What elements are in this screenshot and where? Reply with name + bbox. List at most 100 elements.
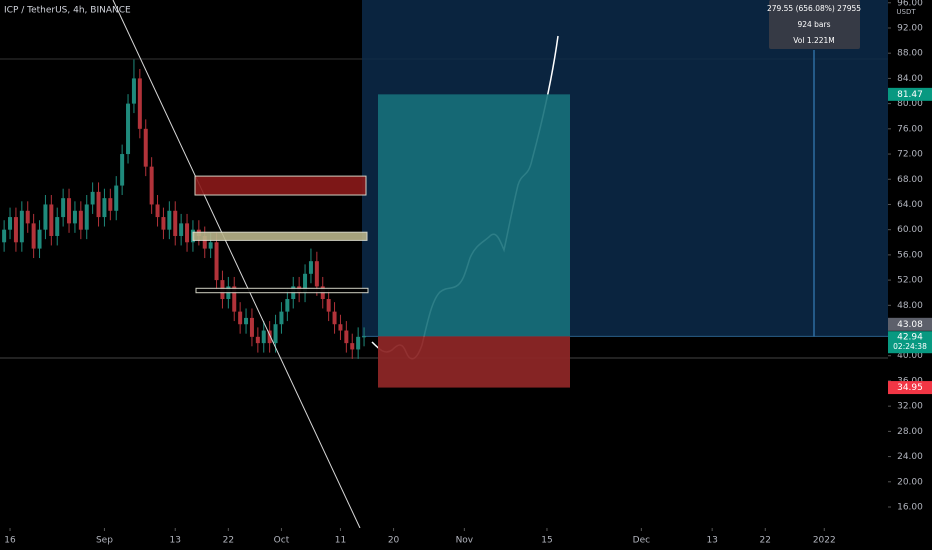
price-label: 34.95 (897, 383, 923, 393)
y-tick-label: 24.00 (897, 452, 923, 462)
x-tick-label: 11 (335, 536, 346, 546)
x-tick-label: 13 (706, 536, 717, 546)
y-tick-label: 60.00 (897, 225, 923, 235)
candle-body (19, 210, 24, 243)
price-label: 43.08 (897, 320, 923, 330)
candle-body (285, 299, 290, 312)
x-tick-label: 20 (388, 536, 400, 546)
candle-body (232, 286, 237, 312)
y-tick-label: 32.00 (897, 402, 923, 412)
x-tick-label: Sep (96, 536, 113, 546)
candle-body (185, 223, 190, 243)
candle-body (72, 210, 77, 224)
candle-body (356, 336, 361, 350)
price-label-bg (888, 381, 932, 395)
info-text: Vol 1.221M (793, 36, 835, 45)
y-tick-label: 64.00 (897, 200, 923, 210)
x-tick-label: Nov (456, 536, 474, 546)
candles (2, 59, 367, 359)
x-tick-label: 22 (760, 536, 771, 546)
zone (194, 175, 367, 196)
candle-body (332, 311, 337, 325)
candle-body (8, 217, 13, 230)
candle-body (78, 210, 83, 230)
candle-body (167, 210, 172, 230)
candle-body (61, 198, 66, 218)
candle-body (267, 330, 272, 344)
y-tick-label: 92.00 (897, 23, 923, 33)
candle-body (84, 204, 89, 230)
candle-body (13, 217, 18, 243)
candle-body (114, 185, 119, 211)
candle-body (149, 166, 154, 205)
candle-body (326, 299, 331, 312)
y-tick-label: 56.00 (897, 250, 923, 260)
candle-body (244, 317, 249, 325)
candle-body (155, 204, 160, 218)
price-label-bg (888, 317, 932, 331)
last-price: 42.94 (897, 333, 923, 343)
candle-body (161, 217, 166, 230)
x-tick-label: Oct (274, 536, 290, 546)
y-tick-label: 68.00 (897, 175, 923, 185)
candle-body (108, 198, 113, 211)
x-tick-label: 13 (170, 536, 181, 546)
candle-body (67, 198, 72, 224)
candle-body (120, 154, 125, 186)
candle-body (90, 191, 95, 205)
y-tick-label: 16.00 (897, 503, 923, 513)
stop-box (378, 336, 570, 388)
candle-body (314, 261, 319, 287)
candle-body (137, 78, 142, 129)
candle-body (2, 229, 7, 243)
candle-body (131, 78, 136, 104)
candle-body (303, 273, 308, 293)
y-tick-label: 72.00 (897, 150, 923, 160)
symbol-title: ICP / TetherUS, 4h, BINANCE (4, 6, 131, 16)
zone (192, 231, 368, 241)
y-tick-label: 88.00 (897, 49, 923, 59)
candle-body (255, 336, 260, 344)
candle-body (31, 223, 36, 249)
info-text: 924 bars (797, 20, 830, 29)
candle-body (25, 210, 30, 224)
x-tick-label: 16 (4, 536, 16, 546)
time-axis (0, 528, 932, 550)
candle-body (126, 103, 131, 155)
candle-body (249, 317, 254, 337)
candle-body (238, 311, 243, 325)
x-tick-label: Dec (633, 536, 650, 546)
y-tick-label: 76.00 (897, 124, 923, 134)
price-label-bg (888, 87, 932, 101)
candle-body (55, 217, 60, 236)
candle-body (43, 204, 48, 230)
target-box (378, 94, 570, 337)
y-tick-label: 96.00 (897, 0, 923, 8)
info-text: 279.55 (656.08%) 27955 (767, 4, 861, 13)
candle-body (49, 204, 54, 236)
y-tick-label: 28.00 (897, 427, 923, 437)
unit-label: USDT (896, 8, 916, 16)
y-tick-label: 20.00 (897, 477, 923, 487)
candle-body (214, 242, 219, 281)
candle-body (344, 330, 349, 344)
candle-body (96, 191, 101, 218)
countdown: 02:24:38 (893, 342, 927, 351)
candle-body (279, 311, 284, 325)
y-tick-label: 80.00 (897, 99, 923, 109)
overlay (112, 0, 570, 529)
candle-body (143, 128, 148, 167)
candle-body (338, 324, 343, 331)
candle-body (362, 336, 367, 338)
price-label: 81.47 (897, 90, 923, 100)
trend-line (112, 0, 361, 529)
last-price-bg (888, 331, 932, 354)
candle-body (350, 343, 355, 350)
candle-body (173, 210, 178, 236)
y-tick-label: 84.00 (897, 74, 923, 84)
y-tick-label: 40.00 (897, 351, 923, 361)
candle-body (102, 198, 107, 218)
candle-body (208, 242, 213, 249)
candle-body (273, 324, 278, 344)
